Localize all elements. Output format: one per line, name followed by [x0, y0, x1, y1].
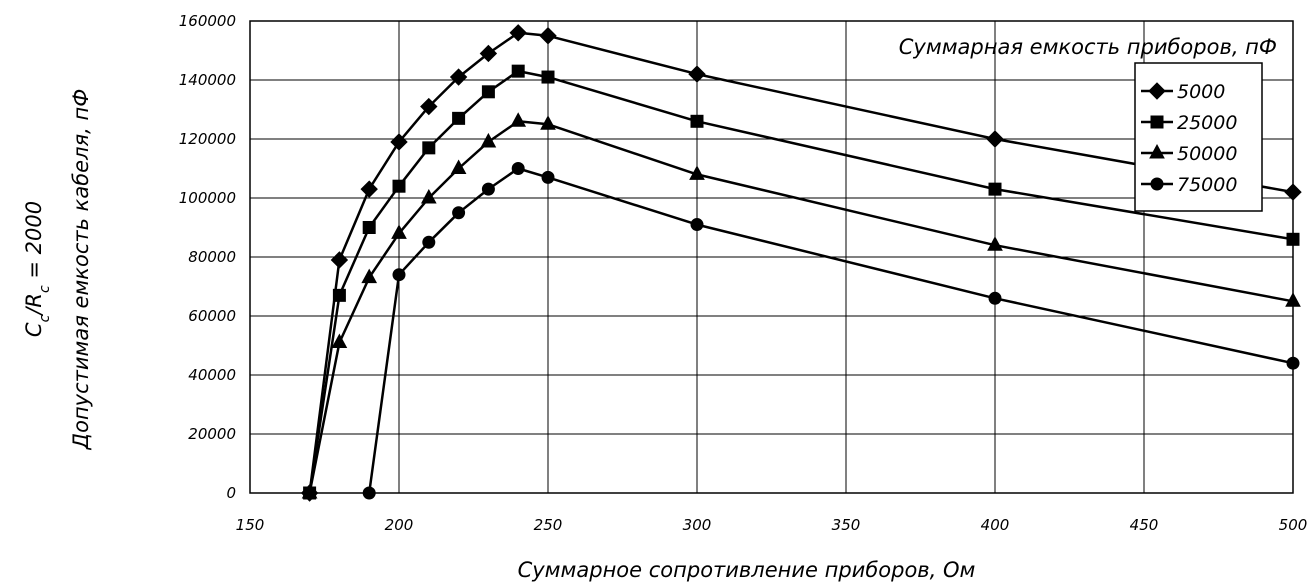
- data-point-25000: [332, 288, 346, 302]
- side-label-sub2: c: [37, 285, 53, 293]
- data-point-75000: [511, 162, 525, 175]
- x-tick-label: 250: [534, 516, 563, 534]
- x-tick-label: 500: [1279, 516, 1308, 534]
- legend-label: 25000: [1177, 112, 1237, 134]
- data-point-75000: [988, 291, 1002, 305]
- legend-item-25000: 25000: [1141, 112, 1237, 134]
- y-tick-label: 60000: [188, 307, 236, 325]
- x-tick-label: 450: [1130, 516, 1159, 534]
- data-point-25000: [988, 182, 1002, 196]
- data-point-25000: [452, 111, 466, 125]
- series-line-75000: [367, 167, 1294, 494]
- y-axis-title: Допустимая емкость кабеля, пФ: [69, 89, 93, 451]
- data-point-25000: [541, 70, 555, 84]
- series-line-5000: [308, 31, 1294, 494]
- side-label-rest: = 2000: [22, 201, 46, 285]
- legend-item-5000: 5000: [1141, 81, 1225, 103]
- data-point-75000: [392, 268, 406, 282]
- x-tick-labels: 150 200 250 300 350 400 450 500: [236, 516, 1308, 534]
- data-point-50000: [450, 159, 467, 174]
- legend-marker-75000: [1150, 177, 1164, 191]
- data-point-5000: [390, 133, 408, 151]
- x-tick-label: 300: [683, 516, 712, 534]
- side-label: Cc/Rc = 2000: [22, 201, 53, 337]
- series-line-50000: [308, 120, 1294, 494]
- y-tick-label: 20000: [188, 425, 236, 443]
- data-point-75000: [690, 218, 704, 232]
- data-point-5000: [360, 180, 378, 198]
- y-tick-label: 120000: [179, 130, 236, 148]
- x-tick-label: 400: [981, 516, 1010, 534]
- data-point-5000: [479, 44, 498, 63]
- data-point-50000: [689, 165, 705, 180]
- y-tick-label: 160000: [179, 12, 236, 30]
- series-5000: [300, 24, 1302, 502]
- series-layer: [300, 24, 1302, 502]
- legend-item-75000: 75000: [1141, 174, 1237, 196]
- y-tick-label: 140000: [179, 71, 236, 89]
- data-point-50000: [540, 115, 556, 130]
- data-point-75000: [1286, 356, 1300, 370]
- data-point-75000: [541, 170, 555, 184]
- series-line-25000: [308, 69, 1294, 494]
- data-point-25000: [481, 85, 495, 99]
- data-point-5000: [1284, 183, 1302, 201]
- x-tick-label: 350: [832, 516, 861, 534]
- data-point-5000: [509, 24, 527, 42]
- side-label-slash: /R: [22, 293, 46, 317]
- series-50000: [301, 112, 1301, 499]
- legend-label: 75000: [1177, 174, 1237, 196]
- data-point-25000: [362, 221, 376, 234]
- legend-marker-5000: [1148, 82, 1166, 100]
- legend-title: Суммарная емкость приборов, пФ: [899, 35, 1277, 59]
- y-tick-label: 0: [226, 484, 236, 502]
- y-tick-label: 40000: [188, 366, 236, 384]
- legend-label: 5000: [1177, 81, 1225, 103]
- legend-label: 50000: [1177, 143, 1237, 165]
- side-label-sub1: c: [37, 314, 53, 322]
- plot-frame: [249, 20, 1294, 494]
- y-tick-labels: 0 20000 40000 60000 80000 100000 120000 140000 1…: [179, 12, 236, 502]
- data-point-50000: [480, 132, 497, 148]
- data-point-50000: [391, 224, 407, 239]
- data-point-25000: [422, 141, 436, 155]
- data-point-50000: [1285, 292, 1301, 307]
- data-point-25000: [511, 64, 525, 78]
- data-point-50000: [420, 188, 437, 204]
- x-tick-label: 150: [236, 516, 265, 534]
- data-point-25000: [690, 114, 704, 128]
- y-tick-label: 100000: [179, 189, 236, 207]
- legend-marker-25000: [1150, 115, 1164, 129]
- data-point-50000: [987, 236, 1003, 251]
- data-point-25000: [392, 179, 406, 193]
- legend-marker-50000: [1149, 143, 1165, 159]
- data-point-75000: [362, 486, 376, 500]
- legend: 5000 25000 50000 75000: [1134, 62, 1263, 212]
- data-point-50000: [361, 268, 378, 284]
- data-point-75000: [481, 182, 495, 196]
- data-point-5000: [449, 68, 468, 86]
- legend-item-50000: 50000: [1141, 143, 1237, 165]
- data-point-50000: [331, 333, 348, 349]
- series-75000: [362, 162, 1300, 500]
- series-25000: [303, 64, 1300, 500]
- y-tick-label: 80000: [188, 248, 236, 266]
- data-point-50000: [510, 112, 527, 127]
- data-point-25000: [1286, 232, 1300, 246]
- x-tick-label: 200: [385, 516, 414, 534]
- x-axis-title: Суммарное сопротивление приборов, Ом: [518, 558, 976, 582]
- data-point-5000: [688, 65, 706, 83]
- data-point-75000: [452, 206, 466, 220]
- data-point-5000: [330, 251, 349, 269]
- data-point-50000: [301, 483, 318, 499]
- side-label-c: C: [22, 322, 46, 337]
- data-point-5000: [539, 27, 557, 45]
- data-point-5000: [986, 130, 1004, 148]
- data-point-5000: [420, 97, 438, 116]
- data-point-75000: [422, 235, 436, 249]
